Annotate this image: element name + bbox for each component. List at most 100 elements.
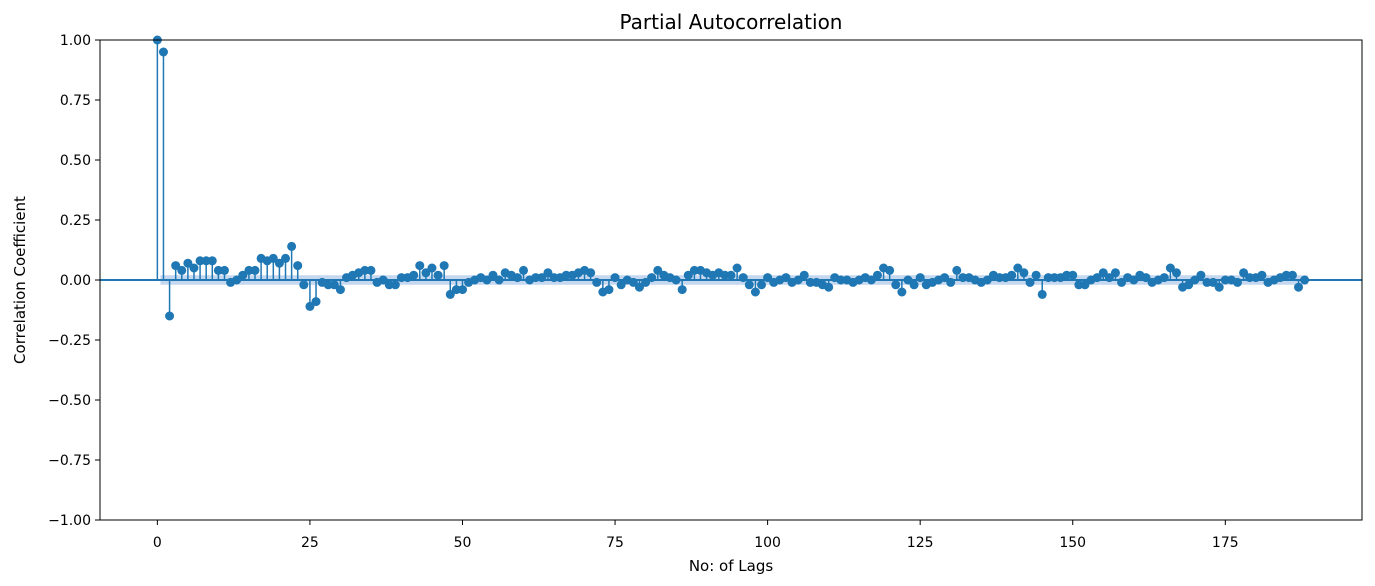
point-lag-26 xyxy=(311,297,321,307)
point-lag-97 xyxy=(744,280,754,290)
point-lag-39 xyxy=(390,280,400,290)
point-lag-162 xyxy=(1141,273,1151,283)
point-lag-13 xyxy=(232,275,242,285)
chart-title: Partial Autocorrelation xyxy=(620,10,843,34)
point-lag-24 xyxy=(299,280,309,290)
point-lag-86 xyxy=(677,285,687,295)
point-lag-23 xyxy=(293,261,303,271)
point-lag-59 xyxy=(512,273,522,283)
point-lag-22 xyxy=(287,241,297,251)
point-lag-99 xyxy=(757,280,767,290)
point-lag-123 xyxy=(903,275,913,285)
point-lag-186 xyxy=(1287,270,1297,280)
point-lag-120 xyxy=(885,265,895,275)
point-lag-47 xyxy=(439,261,449,271)
point-lag-166 xyxy=(1165,263,1175,273)
point-lag-6 xyxy=(189,263,199,273)
point-lag-9 xyxy=(207,256,217,266)
point-lag-157 xyxy=(1110,268,1120,278)
x-axis-ticks: 0 25 50 75 100 125 150 175 xyxy=(153,520,1239,551)
point-lag-136 xyxy=(982,275,992,285)
point-lag-143 xyxy=(1025,277,1035,287)
point-lag-60 xyxy=(519,265,529,275)
point-lag-131 xyxy=(952,265,962,275)
point-lag-98 xyxy=(750,287,760,297)
point-lag-140 xyxy=(1007,270,1017,280)
y-axis-label: Correlation Coefficient xyxy=(11,196,29,364)
x-tick-label-100: 100 xyxy=(754,535,781,551)
point-lag-19 xyxy=(268,253,278,263)
point-lag-129 xyxy=(940,273,950,283)
point-lag-25 xyxy=(305,301,315,311)
point-lag-152 xyxy=(1080,280,1090,290)
markers-layer xyxy=(152,35,1310,321)
point-lag-177 xyxy=(1233,277,1243,287)
point-lag-187 xyxy=(1294,282,1304,292)
point-lag-5 xyxy=(183,258,193,268)
x-tick-label-75: 75 xyxy=(606,535,624,551)
point-lag-46 xyxy=(433,270,443,280)
point-lag-29 xyxy=(329,280,339,290)
point-lag-85 xyxy=(671,275,681,285)
point-lag-81 xyxy=(647,273,657,283)
point-lag-64 xyxy=(543,268,553,278)
x-tick-label-175: 175 xyxy=(1212,535,1239,551)
point-lag-110 xyxy=(824,282,834,292)
point-lag-44 xyxy=(421,268,431,278)
point-lag-14 xyxy=(238,270,248,280)
point-lag-125 xyxy=(915,273,925,283)
point-lag-100 xyxy=(763,273,773,283)
y-tick-label: −0.75 xyxy=(48,453,91,469)
point-lag-174 xyxy=(1214,282,1224,292)
point-lag-3 xyxy=(171,261,181,271)
point-lag-55 xyxy=(488,270,498,280)
y-tick-label: 0.00 xyxy=(60,273,91,289)
point-lag-94 xyxy=(726,270,736,280)
point-lag-105 xyxy=(793,275,803,285)
y-tick-label: 0.25 xyxy=(60,213,91,229)
point-lag-16 xyxy=(250,265,260,275)
point-lag-4 xyxy=(177,265,187,275)
point-lag-50 xyxy=(457,285,467,295)
point-lag-2 xyxy=(165,311,175,321)
point-lag-156 xyxy=(1104,273,1114,283)
point-lag-150 xyxy=(1068,270,1078,280)
point-lag-35 xyxy=(366,265,376,275)
point-lag-76 xyxy=(616,280,626,290)
point-lag-145 xyxy=(1037,289,1047,299)
point-lag-79 xyxy=(634,282,644,292)
y-tick-label: 1.00 xyxy=(60,33,91,49)
x-tick-label-50: 50 xyxy=(454,535,472,551)
x-tick-label-25: 25 xyxy=(301,535,319,551)
point-lag-11 xyxy=(219,265,229,275)
point-lag-171 xyxy=(1196,270,1206,280)
point-lag-124 xyxy=(909,280,919,290)
point-lag-96 xyxy=(738,273,748,283)
point-lag-181 xyxy=(1257,270,1267,280)
point-lag-117 xyxy=(866,275,876,285)
point-lag-170 xyxy=(1190,275,1200,285)
x-tick-label-125: 125 xyxy=(907,535,934,551)
point-lag-56 xyxy=(494,275,504,285)
point-lag-21 xyxy=(281,253,291,263)
point-lag-130 xyxy=(946,277,956,287)
point-lag-80 xyxy=(641,277,651,287)
point-lag-165 xyxy=(1159,273,1169,283)
point-lag-118 xyxy=(872,270,882,280)
point-lag-121 xyxy=(891,280,901,290)
y-tick-label: 0.75 xyxy=(60,93,91,109)
point-lag-160 xyxy=(1129,275,1139,285)
x-tick-label-0: 0 xyxy=(153,535,162,551)
point-lag-45 xyxy=(427,263,437,273)
point-lag-87 xyxy=(683,270,693,280)
y-tick-label: −1.00 xyxy=(48,513,91,529)
point-lag-48 xyxy=(445,289,455,299)
point-lag-75 xyxy=(610,273,620,283)
x-axis-label: No: of Lags xyxy=(689,557,774,575)
point-lag-142 xyxy=(1019,268,1029,278)
point-lag-1 xyxy=(158,47,168,57)
point-lag-155 xyxy=(1098,268,1108,278)
point-lag-144 xyxy=(1031,270,1041,280)
point-lag-169 xyxy=(1184,280,1194,290)
